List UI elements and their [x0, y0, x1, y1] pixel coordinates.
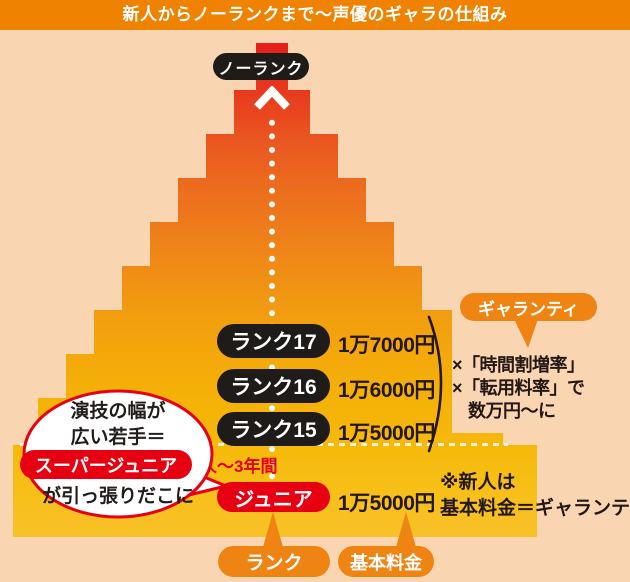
pointer-up-icon — [396, 512, 416, 547]
pointer-down-icon — [514, 319, 538, 348]
guarantee-pill: ギャランティ — [460, 293, 597, 321]
bubble-line-3: が引っ張りだこに — [41, 486, 194, 507]
bubble-line-2: 広い若手＝ — [70, 427, 166, 448]
guarantee-formula-line-1: ×「時間割増率」 — [452, 355, 585, 375]
legend-rank-pill: ランク — [218, 546, 330, 577]
newcomer-note-line-2: 基本料金＝ギャランティ — [440, 498, 630, 519]
rank-15-price: 1万5000円 — [338, 422, 435, 445]
rank-16-price: 1万6000円 — [338, 379, 435, 402]
bubble-line-1: 演技の幅が — [70, 401, 166, 422]
up-arrow-icon — [254, 86, 290, 110]
super-junior-pill: スーパージュニア — [20, 450, 192, 479]
guarantee-formula-line-3: 数万円～に — [468, 401, 556, 421]
junior-pill: ジュニア — [217, 482, 330, 512]
pointer-up-icon — [263, 512, 283, 547]
bracket-icon — [427, 315, 443, 453]
newcomer-note-line-1: ※新人は — [440, 472, 516, 493]
junior-price: 1万5000円 — [338, 492, 435, 515]
guarantee-formula-line-2: ×「転用料率」で — [452, 378, 585, 398]
no-rank-pill: ノーランク — [213, 53, 309, 80]
rank-17-price: 1万7000円 — [338, 334, 435, 357]
rank-15-pill: ランク15 — [217, 412, 330, 446]
legend-base-fee-pill: 基本料金 — [338, 546, 434, 577]
rank-17-pill: ランク17 — [217, 324, 330, 358]
title-bar: 新人からノーランクまで～声優のギャラの仕組み — [0, 0, 630, 30]
rank-16-pill: ランク16 — [217, 369, 330, 403]
page-title: 新人からノーランクまで～声優のギャラの仕組み — [122, 5, 508, 24]
